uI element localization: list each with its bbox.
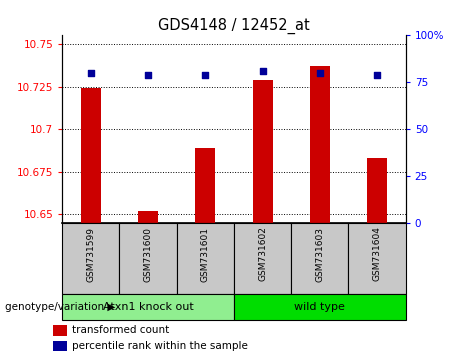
Bar (291, 223, 349, 294)
Bar (62, 294, 234, 320)
Point (201, 72, 209, 78)
Bar (253, 80, 272, 223)
Title: GDS4148 / 12452_at: GDS4148 / 12452_at (158, 18, 310, 34)
Bar (53, 325, 67, 336)
Point (144, 72, 152, 78)
Text: GSM731599: GSM731599 (86, 227, 95, 281)
Text: GSM731604: GSM731604 (372, 227, 382, 281)
Text: GSM731602: GSM731602 (258, 227, 267, 281)
Bar (138, 211, 158, 223)
Bar (177, 223, 234, 294)
Text: GSM731600: GSM731600 (143, 227, 153, 281)
Text: GSM731603: GSM731603 (315, 227, 325, 281)
Bar (234, 294, 406, 320)
Bar (119, 223, 177, 294)
Text: wild type: wild type (295, 302, 345, 312)
Text: transformed count: transformed count (72, 325, 170, 336)
Text: percentile rank within the sample: percentile rank within the sample (72, 341, 248, 350)
Bar (53, 341, 67, 350)
Bar (81, 88, 101, 223)
Text: genotype/variation ▶: genotype/variation ▶ (5, 302, 115, 312)
Bar (367, 158, 387, 223)
Bar (234, 223, 291, 294)
Bar (349, 223, 406, 294)
Point (316, 70, 324, 76)
Text: GSM731601: GSM731601 (201, 227, 210, 281)
Text: Atxn1 knock out: Atxn1 knock out (103, 302, 194, 312)
Point (373, 72, 381, 78)
Point (259, 68, 266, 74)
Bar (310, 66, 330, 223)
Bar (62, 223, 119, 294)
Point (87, 70, 95, 76)
Bar (195, 148, 215, 223)
